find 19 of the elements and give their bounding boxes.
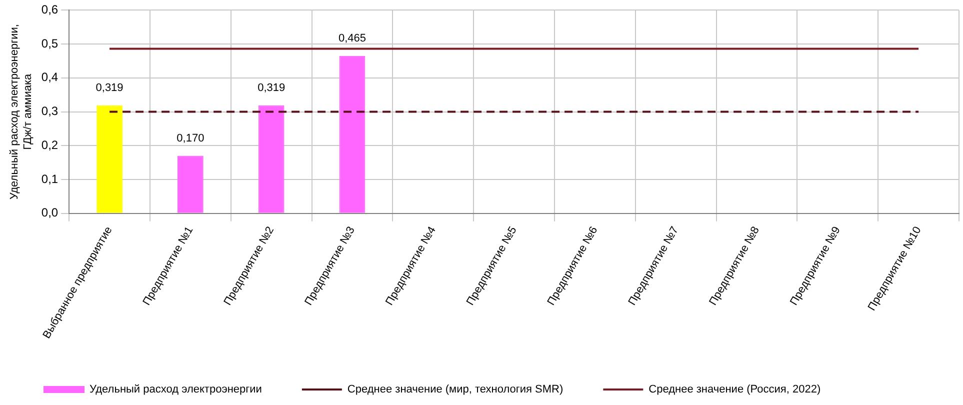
legend-label: Среднее значение (Россия, 2022) (648, 384, 821, 396)
y-tick-label: 0,1 (41, 172, 58, 186)
data-label: 0,170 (176, 132, 204, 144)
y-tick-label: 0,2 (41, 138, 58, 152)
y-tick-label: 0,4 (41, 70, 58, 84)
bar (96, 105, 122, 213)
data-label: 0,319 (96, 82, 124, 94)
y-tick-label: 0,6 (41, 2, 58, 17)
data-label: 0,319 (258, 82, 286, 94)
y-tick-label: 0,0 (41, 206, 58, 220)
legend-label: Удельный расход электроэнергии (90, 384, 262, 396)
bar (177, 156, 204, 213)
bar (258, 105, 284, 213)
bar (339, 56, 366, 213)
y-tick-label: 0,5 (41, 36, 58, 50)
legend-label: Среднее значение (мир, технология SMR) (347, 384, 564, 396)
y-axis-title: Удельный расход электроэнергии, ГДж/т аммиака (8, 24, 34, 200)
y-tick-label: 0,3 (41, 104, 58, 118)
data-label: 0,465 (338, 32, 366, 44)
